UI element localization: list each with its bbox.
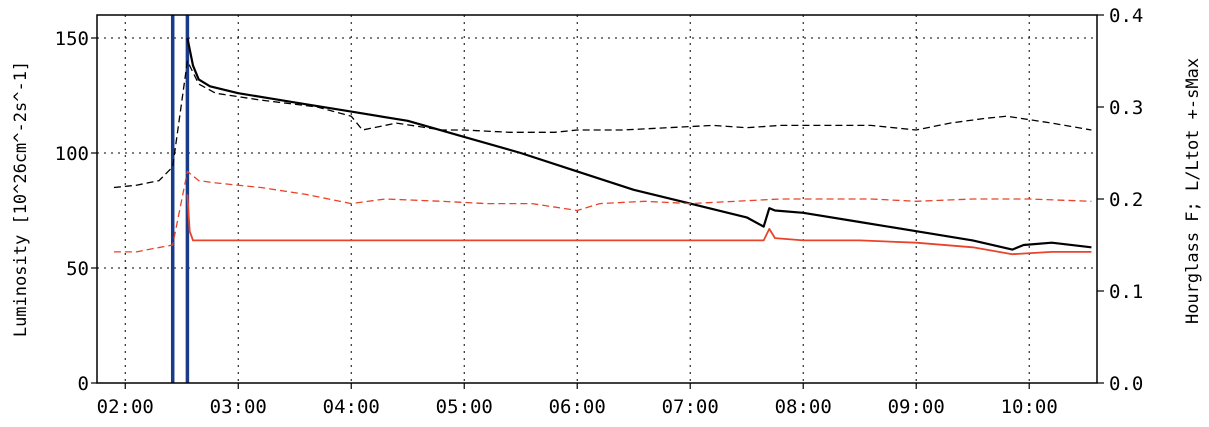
x-tick-label: 03:00 [210, 396, 267, 418]
y-tick-label: 100 [55, 143, 89, 165]
series-line-1 [186, 37, 1092, 251]
x-tick-label: 07:00 [662, 396, 719, 418]
y-axis-left-title: Luminosity [10^26cm^-2s^-1] [11, 61, 31, 337]
y-tick-label: 150 [55, 28, 89, 50]
series-lines [113, 37, 1092, 256]
y-tick-label: 0 [78, 373, 89, 395]
x-tick-label: 09:00 [888, 396, 945, 418]
x-tick-label: 05:00 [436, 396, 493, 418]
y2-tick-label: 0.1 [1109, 281, 1143, 303]
series-line-2 [113, 60, 1092, 189]
fill-markers [170, 15, 190, 383]
y2-tick-label: 0.2 [1109, 189, 1143, 211]
x-axis-ticks: 02:00 03:00 04:00 05:00 06:00 07:00 08:00 09:00… [97, 383, 1058, 418]
x-tick-label: 06:00 [549, 396, 606, 418]
y2-tick-label: 0.3 [1109, 97, 1143, 119]
y2-tick-label: 0.4 [1109, 5, 1143, 27]
y2-tick-label: 0.0 [1109, 373, 1143, 395]
y-axis-right-title: Hourglass F; L/Ltot +-sMax [1183, 58, 1203, 324]
series-line-3 [186, 194, 1092, 256]
y-axis-right-ticks: 0.0 0.1 0.2 0.3 0.4 [1097, 5, 1143, 395]
grid-lines [97, 15, 1097, 383]
x-tick-label: 08:00 [775, 396, 832, 418]
x-tick-label: 04:00 [323, 396, 380, 418]
y-axis-left-ticks: 0 50 100 150 [55, 28, 97, 395]
plot-frame [96, 14, 1098, 384]
x-tick-label: 10:00 [1001, 396, 1058, 418]
x-tick-label: 02:00 [97, 396, 154, 418]
y-tick-label: 50 [66, 258, 89, 280]
